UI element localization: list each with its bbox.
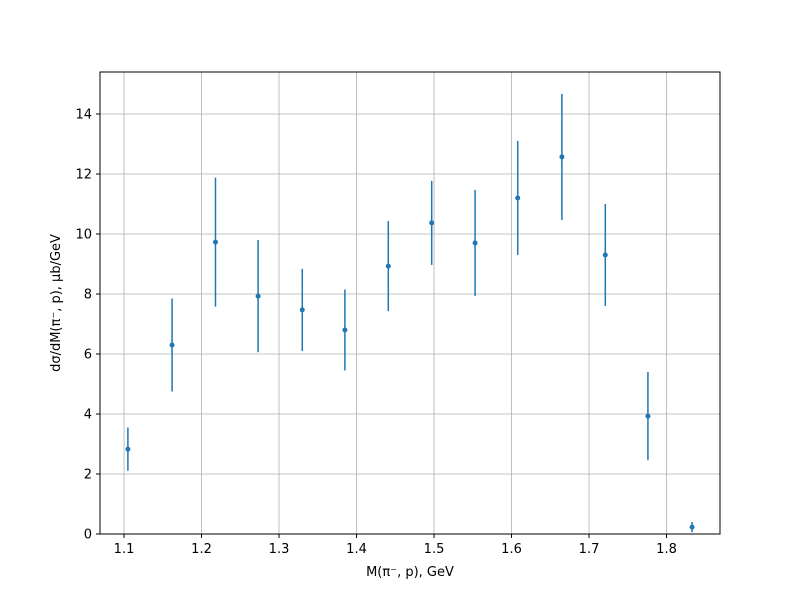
plot-frame xyxy=(99,71,721,535)
y-tick-label: 14 xyxy=(75,108,92,123)
x-axis-label: M(π⁻, p), GeV xyxy=(366,565,454,580)
y-tick-label: 4 xyxy=(84,408,92,423)
data-point xyxy=(299,307,305,313)
y-tick-label: 12 xyxy=(75,168,92,183)
y-tick-label: 0 xyxy=(84,528,92,543)
data-point xyxy=(559,154,565,160)
data-point xyxy=(645,413,651,419)
x-tick-label: 1.7 xyxy=(579,542,600,557)
data-point xyxy=(515,195,521,201)
x-tick-label: 1.3 xyxy=(269,542,290,557)
x-tick-label: 1.8 xyxy=(656,542,677,557)
data-point xyxy=(125,446,131,452)
data-point xyxy=(429,220,435,226)
x-tick-label: 1.5 xyxy=(424,542,445,557)
data-point xyxy=(212,239,218,245)
data-point xyxy=(602,252,608,258)
y-tick-label: 8 xyxy=(84,288,92,303)
x-tick-label: 1.1 xyxy=(114,542,135,557)
x-tick-label: 1.6 xyxy=(501,542,522,557)
x-tick-label: 1.2 xyxy=(191,542,212,557)
data-point xyxy=(689,524,695,530)
y-axis-label: dσ/dM(π⁻, p), μb/GeV xyxy=(49,234,64,372)
data-point xyxy=(342,327,348,333)
y-tick-label: 10 xyxy=(75,228,92,243)
data-point xyxy=(255,293,261,299)
data-point xyxy=(169,342,175,348)
x-tick-label: 1.4 xyxy=(346,542,367,557)
y-tick-label: 6 xyxy=(84,348,92,363)
data-point xyxy=(472,240,478,246)
data-point xyxy=(385,263,391,269)
y-tick-label: 2 xyxy=(84,468,92,483)
